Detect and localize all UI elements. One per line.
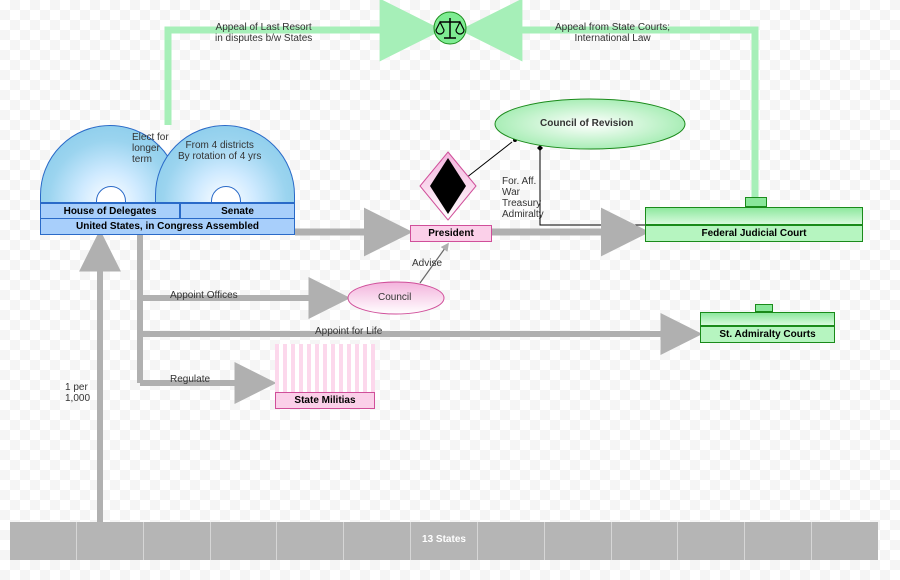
- admiralty-bar: [700, 312, 835, 326]
- scales-icon: [434, 12, 466, 44]
- appeal-left-text: Appeal of Last Resort in disputes b/w St…: [215, 22, 312, 44]
- senate-dome: [155, 125, 295, 203]
- elect-longer-text: Elect for longer term: [132, 132, 169, 165]
- revision-label: Council of Revision: [540, 118, 633, 129]
- for-aff-text: For. Aff. War Treasury Admiralty: [502, 176, 544, 220]
- militias-stripes: [275, 344, 375, 392]
- militias-label: State Militias: [275, 392, 375, 409]
- from-districts-text: From 4 districts By rotation of 4 yrs: [178, 140, 261, 162]
- regulate-text: Regulate: [170, 374, 210, 385]
- federal-court-cap: [745, 197, 767, 207]
- federal-court-bar: [645, 207, 863, 225]
- president-label: President: [410, 225, 492, 242]
- one-per-text: 1 per 1,000: [65, 382, 90, 404]
- connectors: [0, 0, 900, 580]
- congress-label: United States, in Congress Assembled: [40, 218, 295, 235]
- states-label: 13 States: [10, 534, 878, 545]
- appoint-offices-text: Appoint Offices: [170, 290, 238, 301]
- council-label: Council: [378, 292, 411, 303]
- admiralty-cap: [755, 304, 773, 312]
- appeal-right-text: Appeal from State Courts; International …: [555, 22, 670, 44]
- federal-court-label: Federal Judicial Court: [645, 225, 863, 242]
- states-bar: 13 States: [10, 522, 878, 560]
- appoint-life-text: Appoint for Life: [315, 326, 382, 337]
- admiralty-label: St. Admiralty Courts: [700, 326, 835, 343]
- advise-text: Advise: [412, 258, 442, 269]
- president-diamond: [420, 152, 476, 220]
